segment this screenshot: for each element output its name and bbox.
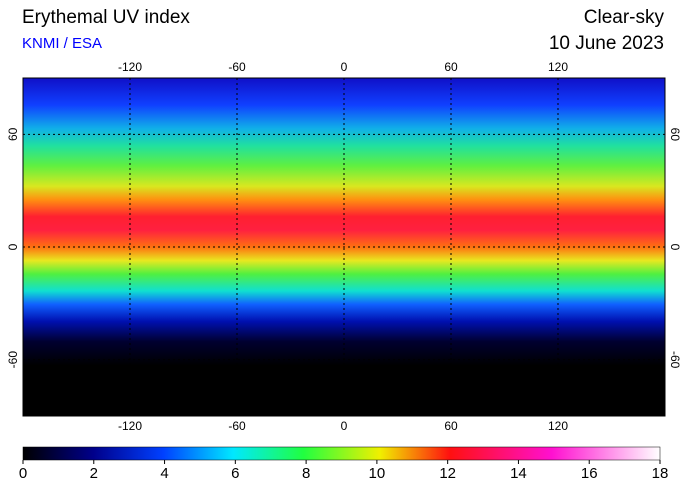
- colorbar-label: 12: [439, 465, 456, 482]
- colorbar-label: 0: [19, 465, 27, 482]
- lon-label-bottom: 0: [341, 419, 348, 433]
- lon-label-top: -60: [228, 60, 246, 74]
- lon-label-bottom: -60: [228, 419, 246, 433]
- colorbar-label: 6: [231, 465, 239, 482]
- lon-label-top: 120: [548, 60, 568, 74]
- colorbar: [22, 446, 661, 461]
- colorbar-label: 16: [581, 465, 598, 482]
- lon-label-top: 60: [444, 60, 458, 74]
- source: KNMI / ESA: [22, 35, 102, 52]
- lat-label-right: -60: [668, 351, 682, 369]
- lat-label-right: 60: [668, 128, 682, 142]
- lon-label-bottom: 120: [548, 419, 568, 433]
- colorbar-label: 8: [302, 465, 310, 482]
- lat-label-left: 0: [6, 243, 20, 250]
- lat-label-left: -60: [6, 351, 20, 369]
- lat-label-left: 60: [6, 127, 20, 141]
- title: Erythemal UV index: [22, 7, 190, 28]
- axes: -120 -120 -60 -60 0 0 60 60 120 120 60 60 0 0 -60 -60 0 2…: [6, 60, 682, 482]
- colorbar-label: 18: [652, 465, 669, 482]
- date: 10 June 2023: [549, 33, 664, 54]
- colorbar-label: 4: [160, 465, 168, 482]
- lon-label-bottom: 60: [444, 419, 458, 433]
- lat-label-right: 0: [668, 244, 682, 251]
- colorbar-label: 2: [90, 465, 98, 482]
- lon-label-top: 0: [341, 60, 348, 74]
- lon-label-bottom: -120: [118, 419, 142, 433]
- lon-label-top: -120: [118, 60, 142, 74]
- condition: Clear-sky: [584, 7, 665, 28]
- colorbar-label: 10: [369, 465, 386, 482]
- colorbar-label: 14: [510, 465, 527, 482]
